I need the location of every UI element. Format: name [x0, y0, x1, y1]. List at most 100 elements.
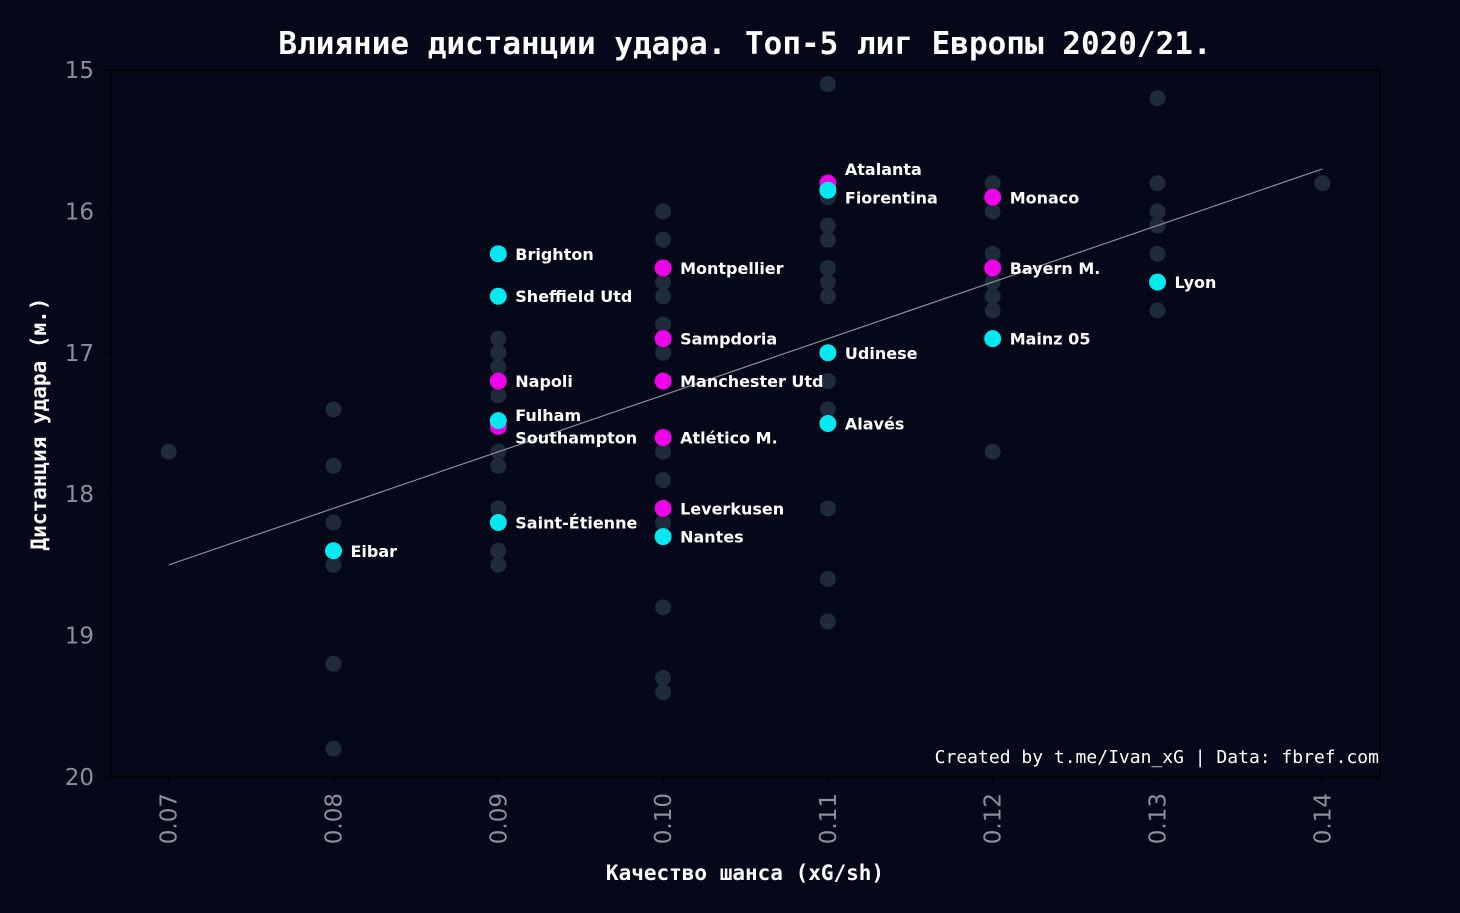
x-axis-ticks: 0.07 0.08 0.09 0.10 0.11 0.12 0.13 0.14 — [157, 777, 1336, 844]
x-tick-label: 0.13 — [1146, 793, 1172, 844]
label-brighton: Brighton — [515, 245, 593, 264]
background-team-point — [819, 217, 836, 234]
background-team-point — [490, 542, 507, 559]
point-fiorentina — [819, 181, 837, 199]
point-atletico-m — [654, 429, 672, 447]
background-team-point — [1314, 175, 1331, 192]
background-team-point — [655, 599, 672, 616]
background-team-point — [984, 203, 1001, 220]
background-team-point — [984, 245, 1001, 262]
label-monaco: Monaco — [1010, 188, 1080, 207]
label-leverkusen: Leverkusen — [680, 499, 784, 518]
background-team-point — [984, 175, 1001, 192]
point-montpellier — [654, 259, 672, 277]
y-axis-ticks: 15 16 17 18 19 20 — [65, 58, 111, 791]
background-team-point — [1149, 203, 1166, 220]
team-labels-group: Atalanta Fiorentina Monaco Brighton Sheffiel… — [350, 160, 1216, 561]
label-napoli: Napoli — [515, 372, 573, 391]
background-team-point — [655, 274, 672, 291]
background-team-point — [325, 655, 342, 672]
label-lyon: Lyon — [1175, 273, 1217, 292]
background-team-point — [325, 556, 342, 573]
label-sheffield-utd: Sheffield Utd — [515, 287, 632, 306]
background-team-point — [655, 344, 672, 361]
label-manchester-utd: Manchester Utd — [680, 372, 823, 391]
background-team-point — [655, 316, 672, 333]
x-tick-label: 0.09 — [486, 793, 512, 844]
x-tick-label: 0.12 — [981, 793, 1007, 844]
trend-line — [168, 168, 1323, 566]
point-eibar — [324, 542, 342, 560]
label-saint-etienne: Saint-Étienne — [515, 513, 637, 532]
label-sampdoria: Sampdoria — [680, 330, 777, 349]
background-team-point — [819, 613, 836, 630]
background-team-point — [819, 373, 836, 390]
point-saint-etienne — [489, 513, 507, 531]
point-monaco — [984, 188, 1002, 206]
background-team-point — [819, 274, 836, 291]
background-team-point — [1149, 90, 1166, 107]
background-team-point — [490, 358, 507, 375]
label-fiorentina: Fiorentina — [845, 188, 938, 207]
background-team-point — [819, 571, 836, 588]
y-axis-label: Дистанция удара (м.) — [27, 298, 51, 551]
point-napoli — [489, 372, 507, 390]
background-team-point — [984, 443, 1001, 460]
point-bayern-m — [984, 259, 1002, 277]
point-nantes — [654, 528, 672, 546]
background-team-point — [655, 443, 672, 460]
background-team-point — [490, 556, 507, 573]
background-team-point — [1149, 302, 1166, 319]
label-mainz-05: Mainz 05 — [1010, 330, 1091, 349]
y-tick-label: 16 — [65, 199, 94, 225]
label-southampton: Southampton — [515, 429, 637, 448]
background-team-point — [819, 500, 836, 517]
background-team-point — [325, 514, 342, 531]
background-team-point — [490, 387, 507, 404]
background-team-point — [655, 472, 672, 489]
background-team-point — [655, 670, 672, 687]
background-team-point — [655, 288, 672, 305]
background-team-point — [325, 457, 342, 474]
x-tick-label: 0.10 — [651, 793, 677, 844]
label-atalanta: Atalanta — [845, 160, 922, 179]
background-team-point — [325, 401, 342, 418]
label-udinese: Udinese — [845, 344, 918, 363]
x-tick-label: 0.07 — [157, 793, 183, 844]
x-tick-label: 0.11 — [816, 793, 842, 844]
y-tick-label: 20 — [65, 765, 94, 791]
y-tick-label: 17 — [65, 341, 94, 367]
background-team-point — [1149, 175, 1166, 192]
label-atletico-m: Atlético M. — [680, 429, 778, 448]
point-mainz-05 — [984, 330, 1002, 348]
background-team-point — [490, 457, 507, 474]
label-nantes: Nantes — [680, 528, 744, 547]
background-team-point — [655, 684, 672, 701]
point-alaves — [819, 415, 837, 432]
point-sampdoria — [654, 330, 672, 348]
y-tick-label: 18 — [65, 482, 94, 508]
background-team-point — [490, 330, 507, 347]
chart-title: Влияние дистанции удара. Топ-5 лиг Европ… — [278, 26, 1211, 62]
label-fulham: Fulham — [515, 406, 581, 425]
background-team-point — [655, 203, 672, 220]
point-udinese — [819, 344, 837, 362]
x-axis-label: Качество шанса (xG/sh) — [606, 861, 884, 885]
background-team-point — [490, 344, 507, 361]
background-team-point — [984, 302, 1001, 319]
point-fulham — [489, 412, 507, 430]
background-team-point — [819, 231, 836, 248]
point-leverkusen — [654, 499, 672, 517]
label-eibar: Eibar — [350, 542, 397, 561]
plot-area — [110, 69, 1381, 778]
credit-text: Created by t.me/Ivan_xG | Data: fbref.co… — [935, 747, 1379, 768]
background-team-point — [819, 76, 836, 93]
background-team-point — [325, 740, 342, 757]
background-team-point — [819, 259, 836, 276]
background-team-point — [1149, 245, 1166, 262]
point-brighton — [489, 245, 507, 263]
x-tick-label: 0.14 — [1310, 793, 1336, 844]
x-tick-label: 0.08 — [321, 793, 347, 844]
background-team-point — [655, 514, 672, 531]
